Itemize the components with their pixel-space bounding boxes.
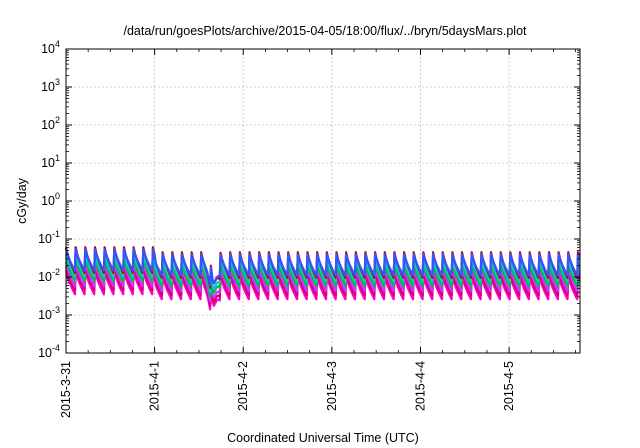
y-tick-label: 10-2	[38, 267, 60, 284]
x-axis-label: Coordinated Universal Time (UTC)	[227, 431, 419, 445]
series-line	[64, 252, 581, 293]
series-line	[64, 269, 581, 311]
series-line	[64, 256, 581, 298]
y-tick-label: 104	[41, 39, 60, 56]
y-tick-label: 10-4	[38, 343, 60, 360]
x-tick-label: 2015-4-3	[325, 361, 339, 411]
x-axis: 2015-3-31 2015-4-1 2015-4-2 2015-4-3 2015-4-…	[59, 49, 576, 418]
x-tick-label: 2015-4-2	[236, 361, 250, 411]
y-tick-label: 101	[41, 153, 60, 170]
y-tick-label: 100	[41, 191, 60, 208]
x-tick-label: 2015-3-31	[59, 361, 73, 418]
series-group	[64, 246, 581, 311]
y-tick-label: 103	[41, 77, 60, 94]
y-tick-label: 102	[41, 115, 60, 132]
series-line	[64, 265, 581, 307]
x-tick-label: 2015-4-4	[413, 361, 427, 411]
series-line	[64, 248, 581, 287]
y-axis-label: cGy/day	[15, 177, 29, 224]
grid	[66, 49, 580, 353]
y-tick-label: 10-3	[38, 305, 60, 322]
x-tick-label: 2015-4-5	[502, 361, 516, 411]
x-tick-label: 2015-4-1	[148, 361, 162, 411]
chart-title: /data/run/goesPlots/archive/2015-04-05/1…	[123, 24, 527, 38]
y-tick-label: 10-1	[38, 229, 60, 246]
y-axis: 10-4 10-3 10-2 10-1 100 101 102 103 104	[38, 39, 580, 360]
